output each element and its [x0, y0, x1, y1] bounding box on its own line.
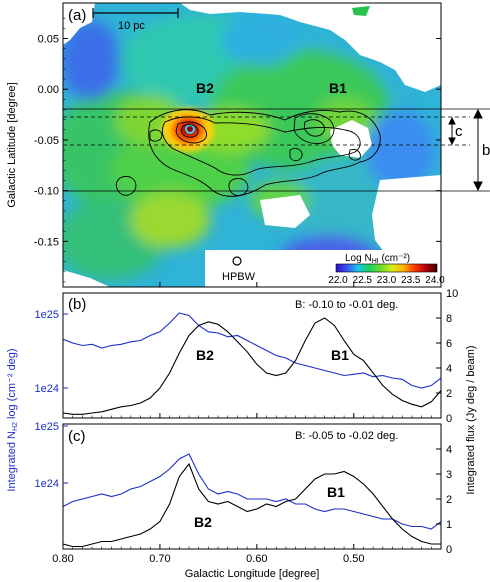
- xtick-label: 0.50: [343, 553, 364, 565]
- panel-a-ytick-label: 0.05: [38, 34, 59, 46]
- colorbar-tick-label: 22.5: [353, 275, 373, 286]
- panel-c-label: (c): [68, 428, 86, 445]
- right-ytick-label: 4: [446, 444, 452, 456]
- colorbar-tick-label: 23.5: [401, 275, 421, 286]
- panel-b-range: B: -0.10 to -0.01 deg.: [295, 299, 398, 311]
- panel-c-frame: [62, 423, 442, 550]
- left-y-label: Integrated NH2 log (cm⁻² deg): [6, 348, 19, 491]
- panel-a-axis: 0.05 0.00 -0.05 -0.10 -0.15: [34, 17, 441, 287]
- colorbar-tick-label: 23.0: [377, 275, 397, 286]
- right-y-label: Integrated flux (Jy deg / beam): [465, 345, 477, 494]
- right-ytick-label: 4: [446, 363, 452, 375]
- right-ytick-label: 1: [446, 519, 452, 531]
- left-ytick-label: 1e25: [35, 421, 59, 433]
- panel-a-ytick-label: -0.15: [34, 236, 59, 248]
- panel-b-label: (b): [68, 296, 86, 313]
- right-ytick-label: 0: [446, 413, 452, 425]
- contours: [115, 109, 381, 197]
- region-arrows: [448, 108, 483, 192]
- panel-b: 0 2 4 6 8 10 1e25 1e24 (b) B: -0.10 to -0.01 de…: [35, 288, 459, 425]
- right-ytick-label: 0: [446, 544, 452, 556]
- left-ytick-label: 1e24: [35, 478, 59, 490]
- xtick-label: 0.60: [246, 553, 267, 565]
- right-ytick-label: 2: [446, 494, 452, 506]
- b1-label-b: B1: [331, 347, 349, 363]
- column-density-map: [63, 3, 441, 287]
- xtick-label: 0.80: [52, 553, 73, 565]
- xtick-label: 0.70: [149, 553, 170, 565]
- left-ytick-label: 1e24: [35, 383, 59, 395]
- panel-a: b c 10 pc (a) B2 B1 HPBW Log NHI (cm⁻²) …: [6, 2, 490, 288]
- b2-label-map: B2: [196, 80, 214, 96]
- b1-label-c: B1: [327, 484, 345, 500]
- panel-b-frame: [62, 292, 442, 419]
- scale-bar: [92, 8, 179, 18]
- colorbar-ticks: 22.0 22.5 23.0 23.5 24.0: [328, 275, 445, 286]
- x-axis-label: Galactic Longitude [degree]: [185, 568, 320, 580]
- left-ytick-label: 1e25: [35, 309, 59, 321]
- hpbw-label: HPBW: [222, 271, 256, 283]
- panel-a-ytick-label: -0.05: [34, 135, 59, 147]
- b1-label-map: B1: [329, 80, 347, 96]
- panel-b-nh2-series: [63, 312, 441, 389]
- panel-a-ytick-label: -0.10: [34, 186, 59, 198]
- right-ytick-label: 8: [446, 313, 452, 325]
- panel-a-ytick-label: 0.00: [38, 84, 59, 96]
- panel-c-flux-series: [63, 462, 441, 548]
- panel-c-range: B: -0.05 to -0.02 deg.: [295, 430, 398, 442]
- panel-a-label: (a): [68, 7, 86, 24]
- right-ytick-label: 10: [446, 288, 458, 300]
- right-ytick-label: 6: [446, 338, 452, 350]
- scale-bar-label: 10 pc: [118, 20, 145, 32]
- b2-label-c: B2: [194, 514, 212, 530]
- panel-c-axis: 0 1 2 3 4 1e25 1e24 0.80 0.70 0.60 0.50: [35, 421, 453, 565]
- panel-c-nh2-series: [63, 453, 441, 530]
- panel-a-ylabel: Galactic Latitude [degree]: [6, 82, 18, 207]
- colorbar-tick-label: 22.0: [328, 275, 348, 286]
- latitude-lines: [63, 108, 490, 192]
- panel-a-frame: [62, 2, 442, 288]
- region-b-label: b: [482, 142, 490, 159]
- colorbar: Log NHI (cm⁻²) 22.0 22.5 23.0 23.5 24.0: [328, 253, 445, 286]
- colorbar-title: Log NHI (cm⁻²): [345, 253, 410, 265]
- right-ytick-label: 3: [446, 469, 452, 481]
- region-c-label: c: [455, 123, 463, 140]
- right-ytick-label: 2: [446, 388, 452, 400]
- colorbar-gradient: [335, 263, 438, 273]
- panel-b-axis: 0 2 4 6 8 10 1e25 1e24: [35, 288, 459, 425]
- colorbar-tick-label: 24.0: [425, 275, 445, 286]
- panel-b-flux-series: [63, 317, 441, 415]
- hpbw-circle: [232, 256, 242, 266]
- b2-label-b: B2: [196, 347, 214, 363]
- panel-c: 0 1 2 3 4 1e25 1e24 0.80 0.70 0.60 0.50 (c) B: -0.…: [35, 421, 453, 580]
